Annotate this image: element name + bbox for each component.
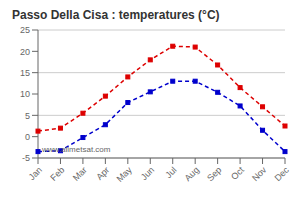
html-text:www.allmetsat.com: www.allmetsat.com: [42, 145, 111, 154]
svg-text:Jan: Jan: [27, 165, 44, 182]
svg-text:-5: -5: [22, 153, 30, 163]
svg-text:5: 5: [25, 111, 30, 121]
svg-text:Nov: Nov: [250, 165, 269, 184]
svg-text:15: 15: [20, 68, 30, 78]
svg-text:Aug: Aug: [183, 165, 201, 183]
html-text:Passo Della Cisa : temperature: Passo Della Cisa : temperatures (°C): [12, 8, 220, 22]
svg-text:Jun: Jun: [139, 165, 156, 182]
svg-text:May: May: [115, 165, 134, 184]
svg-text:Apr: Apr: [94, 165, 111, 182]
svg-text:Oct: Oct: [229, 165, 246, 182]
svg-text:Sep: Sep: [205, 165, 223, 183]
svg-text:10: 10: [20, 89, 30, 99]
svg-text:0: 0: [25, 132, 30, 142]
svg-text:25: 25: [20, 25, 30, 35]
svg-text:20: 20: [20, 47, 30, 57]
svg-text:Mar: Mar: [71, 165, 89, 183]
svg-text:Jul: Jul: [163, 165, 178, 180]
svg-text:Feb: Feb: [48, 165, 66, 183]
svg-text:Dec: Dec: [273, 165, 292, 184]
